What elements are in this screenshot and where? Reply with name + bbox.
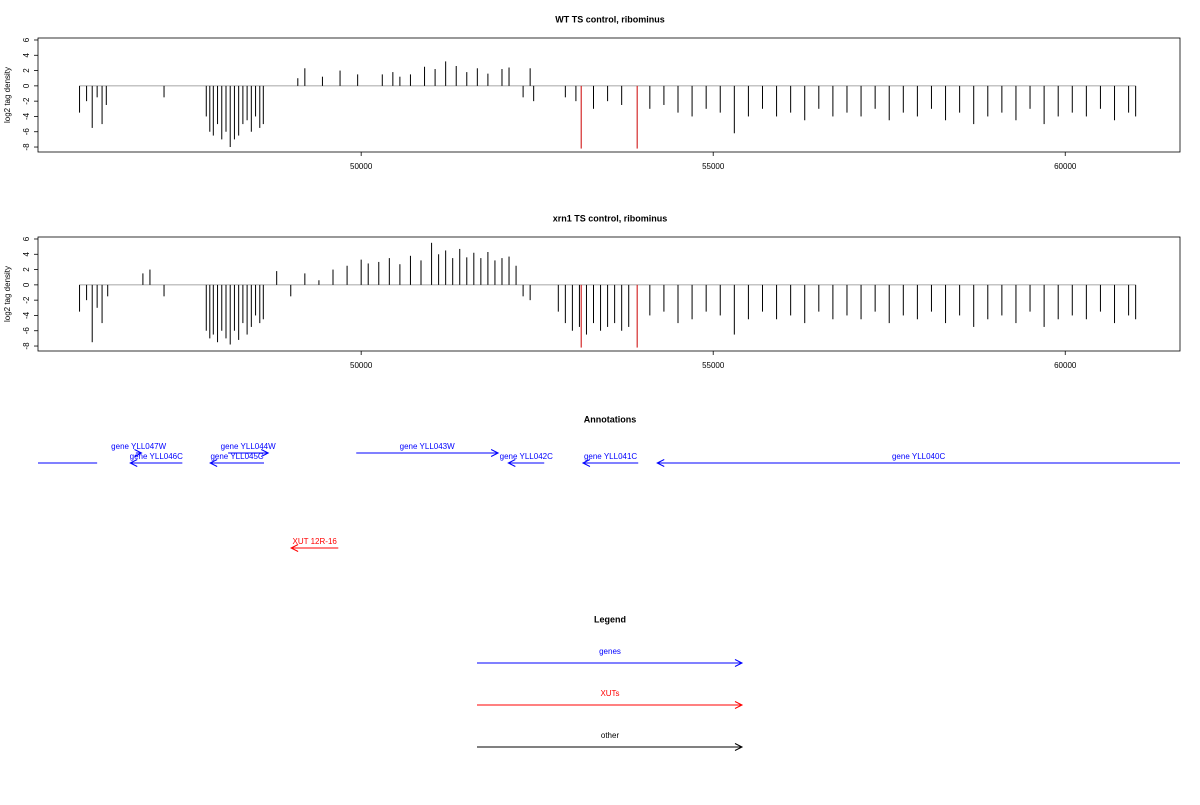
legend-label: other	[601, 731, 620, 740]
y-axis-label: log2 tag density	[3, 266, 12, 322]
arrow-head	[490, 449, 500, 457]
feature-label: gene YLL045C	[210, 452, 263, 461]
plot-frame	[37, 236, 1181, 352]
arrow-head	[261, 449, 270, 457]
x-tick-label: 60000	[1054, 361, 1077, 370]
arrow-head	[734, 659, 744, 667]
y-tick-label: -2	[22, 97, 31, 105]
y-axis-label: log2 tag density	[3, 67, 12, 123]
chart-title: WT TS control, ribominus	[555, 14, 665, 24]
arrow-head	[581, 459, 591, 467]
feature-label: gene YLL041C	[584, 452, 637, 461]
arrow-head	[656, 459, 665, 467]
arrow-head	[734, 701, 744, 709]
y-tick-label: -8	[22, 342, 31, 350]
x-tick-label: 60000	[1054, 162, 1077, 171]
chart-title: xrn1 TS control, ribominus	[553, 213, 668, 223]
x-tick-label: 50000	[350, 361, 373, 370]
y-tick-label: 2	[22, 267, 31, 272]
x-tick-label: 50000	[350, 162, 373, 171]
chart-title: Annotations	[584, 414, 637, 424]
y-tick-label: -6	[22, 128, 31, 136]
feature-label: gene YLL042C	[500, 452, 553, 461]
y-tick-label: 0	[22, 282, 31, 287]
y-tick-label: -4	[22, 311, 31, 319]
arrow-head	[209, 459, 218, 467]
feature-label: gene YLL040C	[892, 452, 945, 461]
arrow-head	[289, 544, 299, 552]
y-tick-label: -4	[22, 112, 31, 120]
feature-label: gene YLL043W	[400, 442, 455, 451]
plot-frame	[37, 37, 1181, 153]
y-tick-label: -8	[22, 143, 31, 151]
y-tick-label: -2	[22, 296, 31, 304]
feature-label: gene YLL046C	[130, 452, 183, 461]
feature-label: XUT 12R-16	[293, 537, 338, 546]
legend-label: genes	[599, 647, 621, 656]
y-tick-label: 6	[22, 236, 31, 241]
y-tick-label: 0	[22, 83, 31, 88]
y-tick-label: 6	[22, 37, 31, 42]
arrow-head	[129, 459, 138, 467]
x-tick-label: 55000	[702, 361, 725, 370]
y-tick-label: 4	[22, 252, 31, 257]
legend-title: Legend	[594, 614, 626, 624]
arrow-head	[134, 449, 143, 457]
arrow-head	[507, 459, 516, 467]
arrow-head	[734, 743, 744, 751]
x-tick-label: 55000	[702, 162, 725, 171]
y-tick-label: 2	[22, 68, 31, 73]
feature-label: gene YLL044W	[221, 442, 276, 451]
y-tick-label: -6	[22, 327, 31, 335]
legend-label: XUTs	[600, 689, 619, 698]
y-tick-label: 4	[22, 53, 31, 58]
feature-label: gene YLL047W	[111, 442, 166, 451]
